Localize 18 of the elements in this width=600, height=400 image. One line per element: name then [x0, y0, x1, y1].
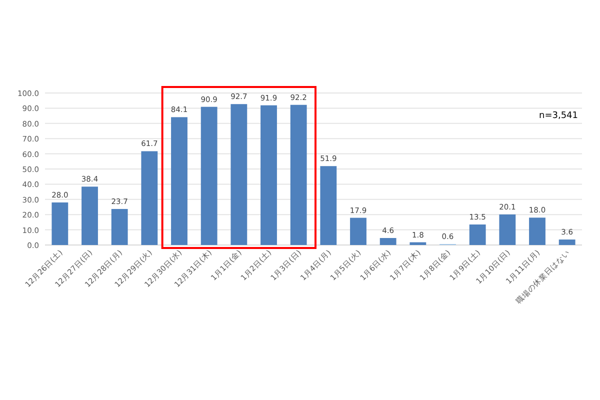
bar	[320, 166, 337, 245]
bar	[200, 106, 218, 245]
bar	[350, 218, 366, 245]
bar	[469, 224, 486, 245]
bar	[558, 240, 576, 245]
bar	[260, 105, 277, 245]
bar	[290, 104, 307, 245]
bar	[230, 104, 248, 245]
annotation: n=3,541	[538, 111, 578, 121]
bar	[82, 186, 98, 245]
bar	[111, 208, 128, 245]
bar	[410, 242, 426, 245]
bar	[499, 214, 516, 245]
bar	[52, 202, 68, 245]
bar	[141, 151, 158, 245]
bar	[380, 238, 396, 245]
bar	[171, 117, 188, 245]
bar	[529, 218, 546, 245]
